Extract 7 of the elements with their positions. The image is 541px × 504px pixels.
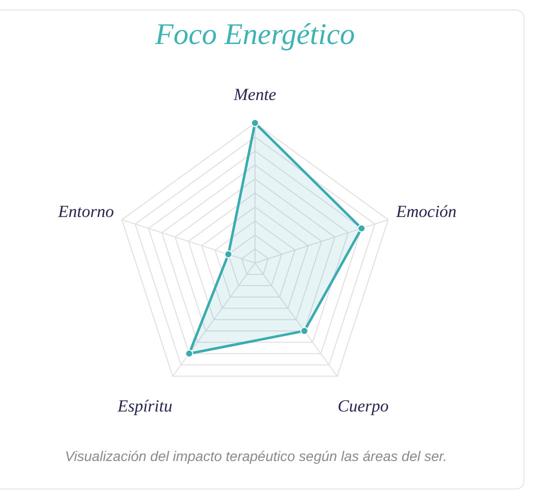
chart-title: Foco Energético [154, 18, 355, 51]
spoke-label: Emoción [395, 202, 457, 222]
spoke-label: Entorno [57, 202, 114, 222]
spoke-label: Cuerpo [338, 396, 389, 416]
text: Visualización del impacto terapéutico según las áreas del ser. [64, 448, 448, 464]
spoke-label: Espíritu [116, 396, 172, 416]
spoke-label: Mente [232, 85, 277, 104]
